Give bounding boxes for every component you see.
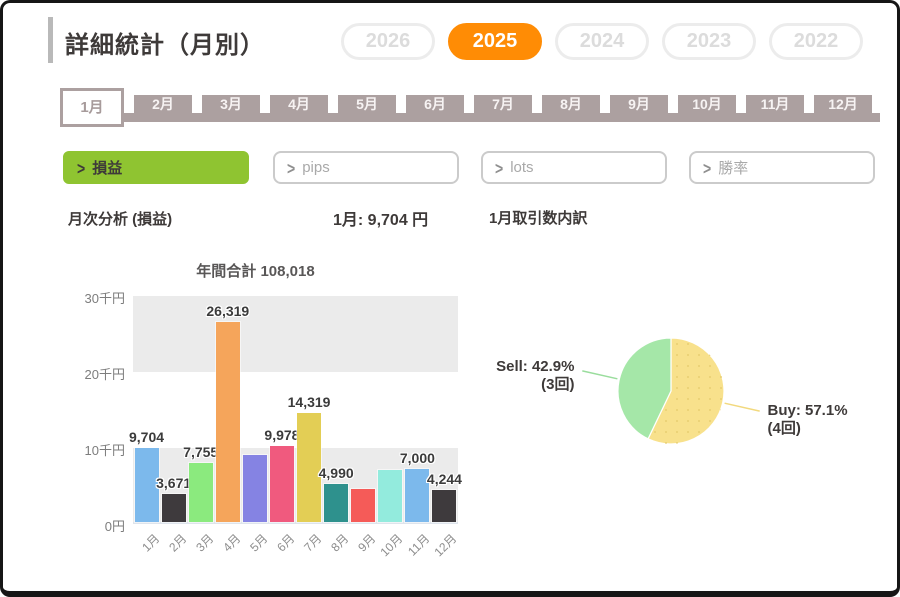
year-tab-2026[interactable]: 2026 xyxy=(341,23,435,60)
month-tab-4[interactable]: 4月 xyxy=(270,95,328,122)
month-tab-8[interactable]: 8月 xyxy=(542,95,600,122)
filter-label: pips xyxy=(302,159,330,176)
month-tab-11[interactable]: 11月 xyxy=(746,95,804,122)
year-tab-2025[interactable]: 2025 xyxy=(448,23,542,60)
chevron-right-icon: > xyxy=(703,157,712,178)
filter-button-lots[interactable]: > lots xyxy=(481,151,667,184)
chevron-right-icon: > xyxy=(77,157,86,178)
bar-7月[interactable] xyxy=(297,413,322,522)
y-axis-tick: 20千円 xyxy=(84,367,125,382)
month-tab-12[interactable]: 12月 xyxy=(814,95,872,122)
bar-2月[interactable] xyxy=(161,494,186,522)
month-tab-7[interactable]: 7月 xyxy=(474,95,532,122)
month-tab-9[interactable]: 9月 xyxy=(610,95,668,122)
bar-9月[interactable] xyxy=(351,489,376,522)
filter-button-勝率[interactable]: > 勝率 xyxy=(689,151,875,184)
month-total-value: 1月: 9,704 円 xyxy=(333,212,429,229)
bar-chart: 9,704 1月 3,671 2月 7,755 3月 26,319 4月 5月 9,978 6月 14… xyxy=(129,296,462,559)
bar-10月[interactable] xyxy=(378,470,403,522)
bar-4月[interactable] xyxy=(215,322,240,522)
filter-button-pips[interactable]: > pips xyxy=(273,151,459,184)
page-title: 詳細統計（月別） xyxy=(65,32,265,59)
filter-label: 勝率 xyxy=(718,160,749,177)
pie-chart: Buy: 57.1% (4回) Sell: 42.9% (3回) xyxy=(465,319,895,499)
pie-leader-line xyxy=(582,370,618,380)
month-tab-10[interactable]: 10月 xyxy=(678,95,736,122)
bar-value-label: 14,319 xyxy=(287,394,331,410)
chevron-right-icon: > xyxy=(287,157,296,178)
pie-label-Sell: Sell: 42.9% (3回) xyxy=(496,358,574,393)
bar-5月[interactable] xyxy=(242,455,267,522)
chevron-right-icon: > xyxy=(495,157,504,178)
bar-11月[interactable] xyxy=(405,469,430,522)
bar-6月[interactable] xyxy=(269,446,294,522)
bar-12月[interactable] xyxy=(432,490,457,522)
y-axis-tick: 30千円 xyxy=(84,291,125,306)
bar-1月[interactable] xyxy=(134,448,159,522)
pie-label-Buy: Buy: 57.1% (4回) xyxy=(768,402,848,437)
month-tab-1[interactable]: 1月 xyxy=(60,88,124,127)
trade-breakdown-title: 1月取引数内訳 xyxy=(489,210,588,227)
monthly-analysis-title: 月次分析 (損益) xyxy=(68,211,173,228)
year-tab-2024[interactable]: 2024 xyxy=(555,23,649,60)
month-tab-3[interactable]: 3月 xyxy=(202,95,260,122)
bar-value-label: 7,755 xyxy=(183,444,219,460)
year-tab-2022[interactable]: 2022 xyxy=(769,23,863,60)
pie-leader-line xyxy=(724,402,760,412)
bar-value-label: 7,000 xyxy=(399,450,435,466)
filter-button-損益[interactable]: > 損益 xyxy=(63,151,249,184)
month-tab-6[interactable]: 6月 xyxy=(406,95,464,122)
filter-label: lots xyxy=(510,159,534,176)
year-tabs: 2026 2025 2024 2023 2022 xyxy=(341,23,863,60)
y-axis-tick: 0円 xyxy=(104,519,125,534)
month-tab-list: 1月 2月 3月 4月 5月 6月 7月 8月 9月 10月 11月 12月 xyxy=(60,88,880,127)
month-tab-5[interactable]: 5月 xyxy=(338,95,396,122)
bar-3月[interactable] xyxy=(188,463,213,522)
bar-value-label: 4,244 xyxy=(426,471,462,487)
bar-8月[interactable] xyxy=(324,484,349,522)
y-axis-tick: 10千円 xyxy=(84,443,125,458)
bar-value-label: 4,990 xyxy=(318,465,354,481)
month-tab-strip xyxy=(60,113,880,122)
month-tab-2[interactable]: 2月 xyxy=(134,95,192,122)
title-accent-bar xyxy=(48,17,53,63)
pie-slice-Sell[interactable] xyxy=(617,337,672,440)
annual-total-label: 年間合計 108,018 xyxy=(196,263,315,280)
filter-label: 損益 xyxy=(92,160,123,177)
year-tab-2023[interactable]: 2023 xyxy=(662,23,756,60)
metric-filter-buttons: > 損益 > pips > lots > 勝率 xyxy=(63,151,875,184)
pie-slice-texture xyxy=(648,338,724,444)
bar-value-label: 9,704 xyxy=(129,429,165,445)
month-tabs: 1月 2月 3月 4月 5月 6月 7月 8月 9月 10月 11月 12月 xyxy=(60,88,880,128)
bar-value-label: 26,319 xyxy=(206,303,250,319)
bar-value-label: 9,978 xyxy=(264,427,300,443)
bar-value-label: 3,671 xyxy=(156,475,192,491)
